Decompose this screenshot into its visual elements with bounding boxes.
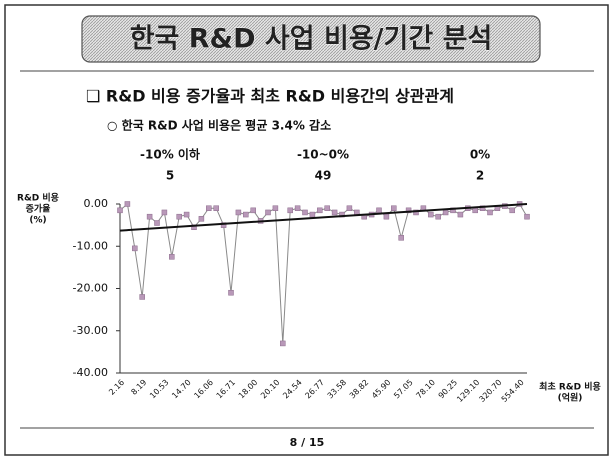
data-point bbox=[398, 235, 404, 241]
y-tick-label: -30.00 bbox=[73, 324, 108, 337]
y-axis-title: R&D 비용 bbox=[17, 192, 59, 204]
data-point bbox=[302, 209, 308, 216]
subheading: ○ 한국 R&D 사업 비용은 평균 3.4% 감소 bbox=[107, 118, 331, 133]
x-tick-label: 2.16 bbox=[107, 378, 126, 397]
data-point bbox=[287, 207, 293, 214]
data-point bbox=[169, 254, 175, 260]
data-point bbox=[198, 216, 205, 222]
data-point bbox=[228, 289, 234, 296]
summary-label: -10% 이하 bbox=[140, 147, 200, 162]
data-point bbox=[117, 207, 123, 214]
x-tick-label: 16.71 bbox=[215, 378, 238, 401]
slide-border bbox=[4, 4, 609, 456]
data-point bbox=[391, 205, 397, 211]
data-point bbox=[346, 205, 353, 211]
data-point bbox=[183, 211, 190, 218]
data-point bbox=[479, 205, 486, 211]
x-tick-label: 20.10 bbox=[259, 378, 282, 401]
data-point bbox=[442, 209, 449, 216]
data-point bbox=[324, 205, 330, 211]
x-tick-label: 38.82 bbox=[348, 378, 371, 401]
x-tick-label: 320.70 bbox=[477, 378, 503, 404]
y-tick-label: -40.00 bbox=[73, 366, 108, 379]
data-point bbox=[317, 207, 323, 214]
data-point bbox=[243, 211, 249, 218]
x-axis-title: 최초 R&D 비용 bbox=[539, 381, 601, 393]
x-tick-label: 26.77 bbox=[303, 378, 326, 401]
y-tick-label: -10.00 bbox=[73, 239, 108, 252]
x-tick-label: 18.00 bbox=[237, 378, 260, 401]
y-tick-label: -20.00 bbox=[73, 282, 108, 295]
data-point bbox=[472, 207, 478, 214]
slide-title: 한국 R&D 사업 비용/기간 분석 bbox=[130, 24, 493, 55]
data-point bbox=[487, 209, 493, 216]
data-point bbox=[250, 207, 256, 214]
x-tick-label: 45.90 bbox=[370, 378, 393, 401]
x-tick-label: 78.10 bbox=[414, 378, 437, 401]
data-point bbox=[161, 209, 168, 216]
summary-count: 49 bbox=[315, 169, 332, 183]
data-point bbox=[235, 209, 242, 216]
y-axis-title: 증가율 bbox=[26, 203, 51, 215]
title-box bbox=[81, 15, 541, 63]
data-point bbox=[405, 207, 412, 214]
data-point bbox=[331, 209, 338, 216]
x-tick-label: 57.05 bbox=[392, 378, 415, 401]
data-point bbox=[124, 201, 131, 207]
y-axis-title: (%) bbox=[29, 216, 46, 226]
x-axis-title: (억원) bbox=[558, 392, 583, 404]
heading: ❑ R&D 비용 증가율과 최초 R&D 비용간의 상관관계 bbox=[86, 87, 454, 106]
data-point bbox=[176, 213, 182, 220]
trend-line bbox=[119, 203, 528, 232]
data-point bbox=[435, 213, 441, 220]
data-point bbox=[428, 211, 434, 218]
data-point bbox=[280, 340, 286, 347]
summary-count: 2 bbox=[476, 169, 484, 183]
data-point bbox=[213, 205, 219, 211]
x-tick-label: 554.40 bbox=[500, 378, 526, 404]
data-point bbox=[206, 205, 212, 211]
series-line bbox=[119, 203, 528, 344]
x-tick-label: 33.58 bbox=[326, 378, 349, 401]
x-tick-label: 24.54 bbox=[281, 378, 304, 401]
data-point bbox=[383, 213, 390, 220]
data-point bbox=[146, 213, 153, 220]
x-tick-label: 14.70 bbox=[170, 378, 193, 401]
data-point bbox=[309, 211, 316, 218]
x-tick-label: 129.10 bbox=[455, 378, 481, 404]
data-point bbox=[524, 213, 530, 220]
y-tick-label: 0.00 bbox=[84, 197, 109, 210]
data-point bbox=[413, 209, 419, 216]
data-point bbox=[272, 205, 279, 211]
data-point bbox=[294, 205, 301, 211]
data-point bbox=[457, 211, 464, 218]
data-point bbox=[220, 222, 227, 228]
x-tick-label: 8.19 bbox=[129, 378, 148, 397]
data-point bbox=[376, 207, 382, 214]
summary-count: 5 bbox=[166, 169, 174, 183]
summary-label: -10~0% bbox=[297, 148, 349, 162]
data-point bbox=[509, 207, 515, 214]
data-point bbox=[139, 294, 145, 300]
page-number: 8 / 15 bbox=[290, 436, 325, 449]
data-point bbox=[132, 245, 138, 252]
data-point bbox=[265, 209, 271, 216]
x-tick-label: 10.53 bbox=[148, 378, 171, 401]
data-point bbox=[154, 220, 160, 226]
data-point bbox=[191, 224, 197, 230]
summary-label: 0% bbox=[470, 148, 490, 162]
x-tick-label: 16.06 bbox=[192, 378, 215, 401]
